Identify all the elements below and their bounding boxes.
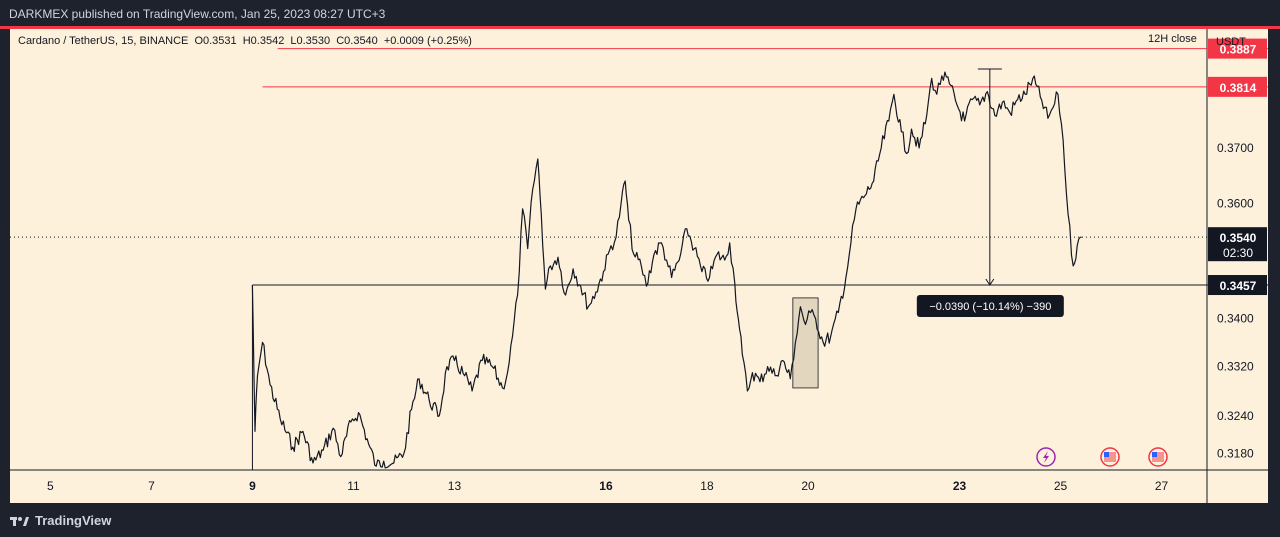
y-tick-label: 0.3600 — [1217, 196, 1254, 210]
price-series — [251, 71, 1082, 469]
us-flag-canton — [1104, 452, 1109, 457]
support-price-tag-bg — [1208, 275, 1267, 296]
legend-change: +0.0009 (+0.25%) — [383, 35, 472, 47]
measure-label-box — [916, 295, 1064, 318]
y-tick-label: 0.3700 — [1217, 141, 1254, 155]
level-price-tag-bg — [1208, 76, 1267, 97]
accent-line — [0, 26, 1280, 29]
x-tick-label: 23 — [953, 479, 967, 493]
level-price-tag: 0.3814 — [1220, 81, 1257, 95]
publish-bar: DARKMEX published on TradingView.com, Ja… — [0, 0, 1280, 29]
x-tick-label: 13 — [448, 479, 462, 493]
timeframe-close: 12H close — [1148, 33, 1197, 45]
footer-bar: TradingView — [0, 503, 1280, 537]
x-tick-label: 20 — [801, 479, 815, 493]
y-tick-label: 0.3180 — [1217, 446, 1254, 460]
y-tick-label: 0.3400 — [1217, 312, 1254, 326]
symbol-legend[interactable]: Cardano / TetherUS, 15, BINANCE O0.3531 … — [18, 35, 475, 47]
us-flag-stripes — [1152, 452, 1164, 462]
x-tick-label: 25 — [1054, 479, 1068, 493]
y-tick-label: 0.3240 — [1217, 409, 1254, 423]
highlight-box-layer — [792, 297, 819, 389]
legend-symbol[interactable]: Cardano / TetherUS, 15, BINANCE — [18, 35, 189, 47]
current-price-tag-bg — [1208, 227, 1267, 262]
lightning-glyph — [1043, 451, 1049, 463]
support-price-tag: 0.3457 — [1220, 279, 1257, 293]
level-price-tag-bg — [1208, 38, 1267, 59]
published-text: DARKMEX published on TradingView.com, Ja… — [9, 7, 386, 21]
x-axis: 5 7 9 11 13 16 18 20 23 25 27 — [47, 479, 1168, 493]
us-flag-canton — [1152, 452, 1157, 457]
level-price-tag: 0.3887 — [1220, 43, 1257, 57]
horizontal-levels — [251, 48, 1268, 470]
legend-open: O0.3531 — [194, 35, 237, 47]
x-tick-label: 11 — [347, 479, 360, 493]
legend-high: H0.3542 — [242, 35, 285, 47]
currency-label[interactable]: USDT — [1216, 36, 1246, 48]
x-tick-label: 7 — [148, 479, 155, 493]
event-icons — [1036, 447, 1168, 467]
x-tick-label: 16 — [599, 479, 613, 493]
tradingview-logo-icon — [10, 516, 29, 526]
bar-countdown: 02:30 — [1223, 246, 1253, 260]
y-tick-label: 0.3320 — [1217, 360, 1254, 374]
highlight-box — [792, 297, 819, 389]
measure-label: −0.0390 (−10.14%) −390 — [929, 301, 1051, 313]
footer-brand: TradingView — [35, 513, 112, 528]
y-axis: 0.3180 0.3240 0.3320 0.3400 0.3600 0.3700 — [1217, 141, 1254, 460]
measure-tool: −0.0390 (−10.14%) −390 — [916, 68, 1064, 318]
current-price-tag: 0.3540 — [1220, 231, 1257, 245]
x-tick-label: 9 — [249, 479, 256, 493]
us-flag-stripes — [1104, 452, 1116, 462]
x-tick-label: 5 — [47, 479, 54, 493]
chart-area[interactable] — [10, 29, 1268, 503]
legend-close: C0.3540 — [336, 35, 378, 47]
x-tick-label: 27 — [1155, 479, 1169, 493]
legend-low: L0.3530 — [290, 35, 331, 47]
tradingview-logo[interactable]: TradingView — [10, 513, 111, 528]
x-tick-label: 18 — [700, 479, 714, 493]
